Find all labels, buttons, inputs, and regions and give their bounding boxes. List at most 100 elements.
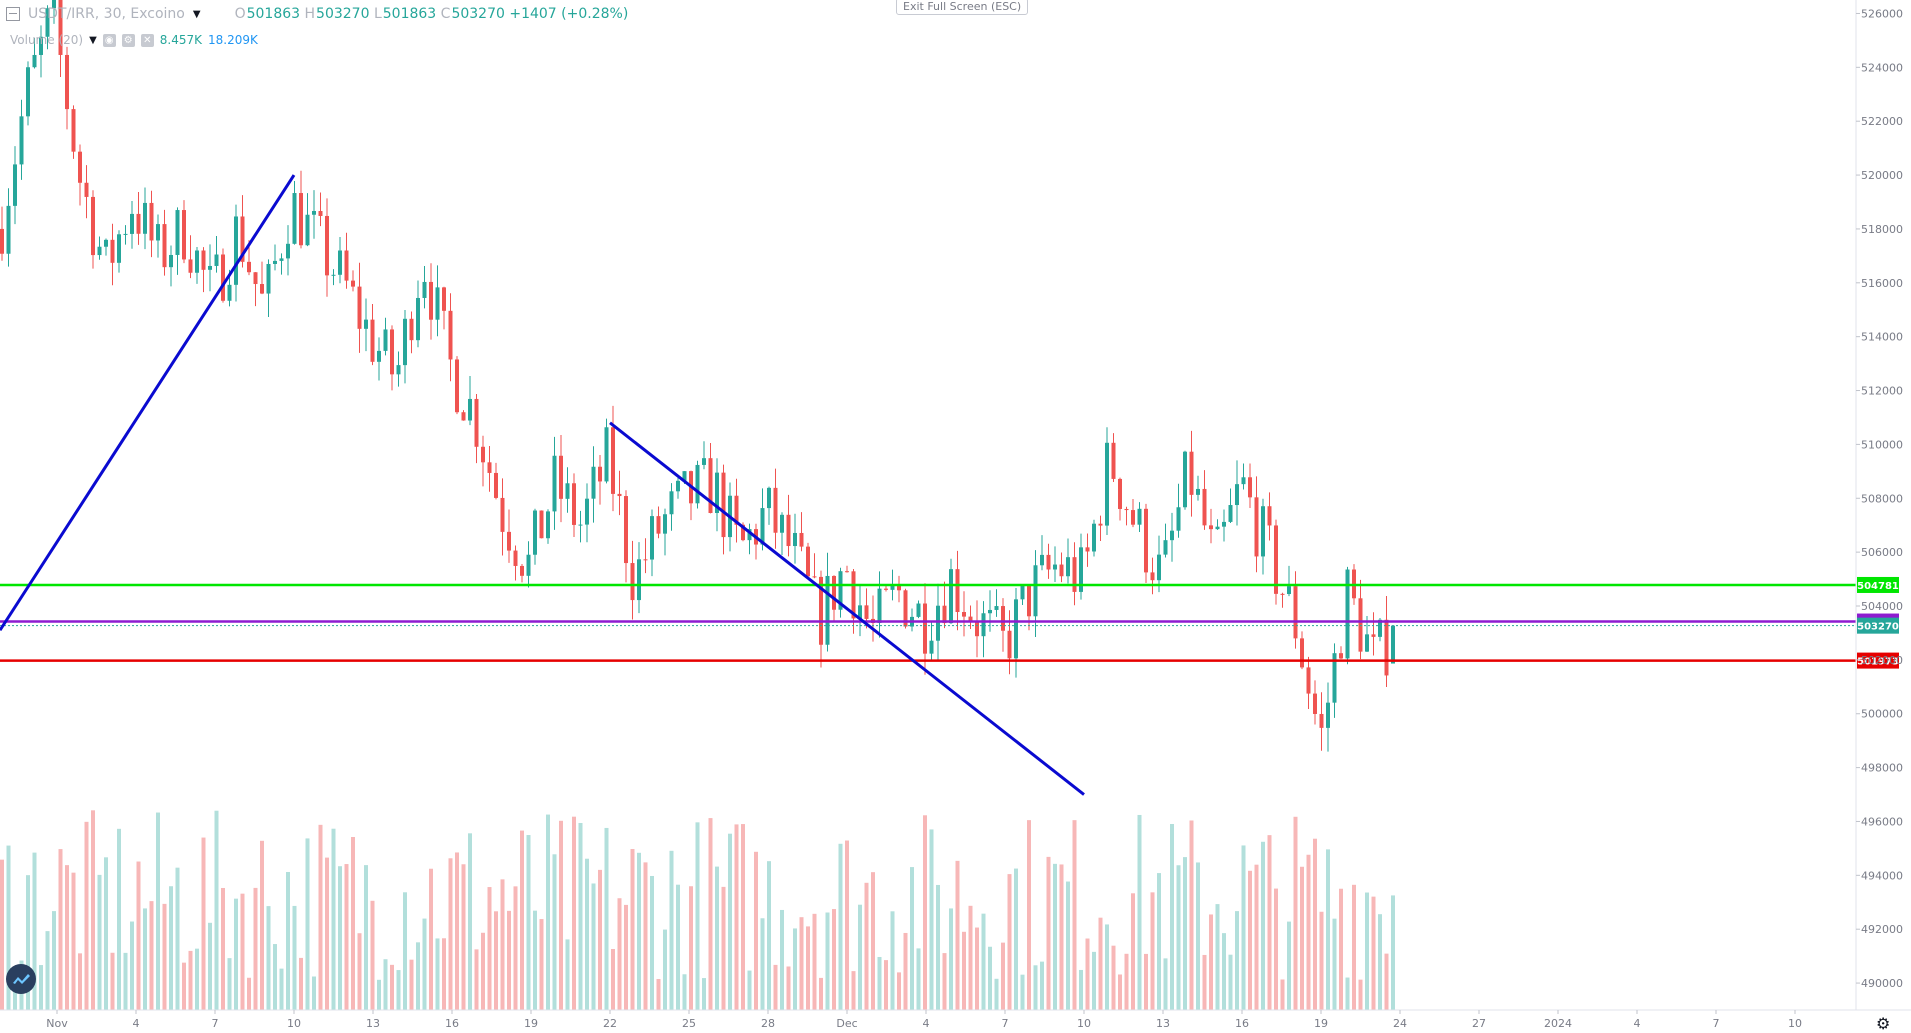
volume-bar (494, 911, 498, 1010)
candle-body (1300, 638, 1304, 668)
price-tick-label: 492000 (1861, 923, 1903, 936)
exit-fullscreen-button[interactable]: Exit Full Screen (ESC) (896, 0, 1029, 15)
candle-body (591, 466, 596, 499)
chevron-down-icon[interactable]: ▼ (192, 8, 201, 20)
volume-bar (149, 901, 154, 1010)
time-tick-label: 7 (1713, 1017, 1720, 1030)
candle-body (39, 36, 43, 55)
candle-body (507, 531, 511, 551)
volume-bar (474, 949, 479, 1010)
candle-body (1131, 510, 1135, 525)
candle-body (721, 472, 726, 538)
candle-body (1241, 477, 1246, 485)
symbol-name[interactable]: USDT/IRR, 30, Excoino (28, 6, 185, 22)
volume-bar (1157, 873, 1161, 1010)
volume-bar (630, 849, 635, 1010)
candle-body (812, 576, 817, 578)
volume-bar (32, 852, 37, 1010)
candle-body (1371, 634, 1376, 637)
volume-bar (1196, 862, 1200, 1010)
volume-bar (780, 909, 784, 1010)
candle-body (708, 458, 713, 514)
candle-body (1137, 508, 1142, 525)
volume-bar (1170, 824, 1174, 1010)
candle-body (1040, 554, 1044, 566)
volume-bar (988, 946, 992, 1010)
volume-bar (188, 950, 193, 1010)
volume-bar (1274, 888, 1278, 1010)
candle-body (1215, 526, 1220, 530)
volume-bar (279, 968, 284, 1010)
candle-body (1027, 585, 1031, 617)
candle-body (110, 239, 115, 263)
collapse-icon[interactable] (6, 7, 20, 21)
volume-bar (234, 898, 238, 1010)
volume-bar (1144, 953, 1148, 1010)
volume-bar (78, 953, 82, 1010)
eye-icon[interactable]: ◉ (102, 33, 116, 47)
settings-icon[interactable]: ⚙ (121, 33, 135, 47)
volume-bar (773, 964, 778, 1010)
volume-label[interactable]: Volume (20) (10, 33, 84, 47)
volume-bar (110, 952, 115, 1010)
volume-bar (663, 929, 667, 1010)
candle-body (1306, 667, 1311, 694)
time-tick-label: 16 (1235, 1017, 1249, 1030)
candle-body (832, 575, 836, 610)
volume-bar (565, 939, 570, 1010)
volume-bar (1137, 814, 1142, 1010)
candle-body (331, 274, 336, 276)
gear-icon[interactable]: ⚙ (1876, 1014, 1891, 1033)
volume-bar (1007, 874, 1012, 1010)
volume-bar (812, 913, 817, 1010)
lower-trendline (609, 421, 1085, 796)
candle-body (6, 205, 11, 254)
volume-bar (299, 957, 303, 1010)
volume-bar (1332, 918, 1337, 1010)
candle-body (500, 497, 505, 532)
volume-bar (624, 904, 628, 1010)
chevron-down-icon[interactable]: ▼ (89, 34, 97, 46)
candle-body (357, 286, 362, 329)
candle-body (656, 516, 661, 534)
resistance-price-label: 504781 (1857, 581, 1899, 592)
candle-body (955, 569, 960, 613)
volume-bar (721, 886, 726, 1010)
trendlines (0, 174, 1085, 796)
volume-bar (526, 835, 531, 1010)
volume-bar (968, 905, 973, 1010)
candle-body (988, 609, 992, 614)
volume-bar (533, 910, 537, 1010)
close-icon[interactable]: ✕ (140, 33, 154, 47)
candle-body (1391, 625, 1395, 664)
candle-body (91, 196, 95, 256)
candle-body (435, 287, 440, 320)
volume-bar (578, 822, 583, 1010)
candle-body (409, 318, 414, 341)
volume-bar (546, 814, 550, 1010)
candle-body (1235, 484, 1239, 506)
volume-bar (45, 931, 50, 1010)
candle-body (741, 524, 745, 541)
volume-bar (871, 872, 875, 1010)
volume-bar (273, 944, 277, 1010)
volume-bar (1059, 864, 1064, 1010)
candle-body (884, 588, 888, 590)
volume-bar (617, 898, 622, 1010)
volume-bar (422, 918, 427, 1010)
volume-bar (910, 867, 914, 1010)
volume-bar (1306, 854, 1311, 1010)
support-label-bg (1857, 652, 1899, 669)
volume-bar (708, 818, 713, 1010)
volume-bar (1046, 856, 1051, 1010)
price-tick-label: 494000 (1861, 869, 1903, 882)
change-value: +1407 (+0.28%) (509, 6, 629, 22)
volume-bar (71, 872, 76, 1010)
volume-bar (1189, 820, 1194, 1010)
tradingview-logo-icon[interactable] (6, 964, 36, 994)
candle-body (195, 250, 199, 273)
volume-bar (1365, 892, 1369, 1010)
price-tick-label: 512000 (1861, 385, 1903, 398)
candle-body (975, 621, 979, 637)
